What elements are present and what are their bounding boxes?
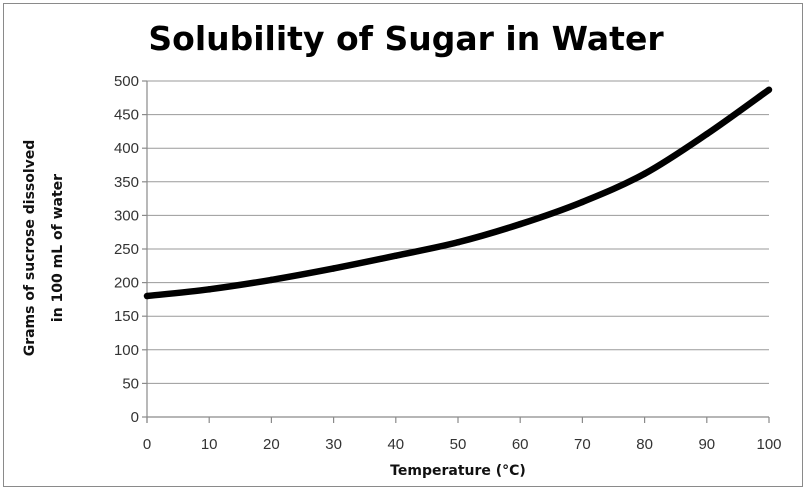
y-tick-label-150: 150 xyxy=(114,308,139,325)
y-tick-label-50: 50 xyxy=(122,375,139,392)
data-point-20 xyxy=(268,276,275,284)
data-point-0 xyxy=(143,292,151,300)
x-tick-label-30: 30 xyxy=(325,436,342,453)
axes xyxy=(142,80,770,423)
y-tick-label-300: 300 xyxy=(114,207,139,224)
x-tick-label-90: 90 xyxy=(698,436,715,453)
y-tick-label-250: 250 xyxy=(114,241,139,258)
series-line-0 xyxy=(146,87,771,300)
x-tick-label-10: 10 xyxy=(201,436,218,453)
y-tick-label-400: 400 xyxy=(114,140,139,157)
y-tick-label-200: 200 xyxy=(114,275,139,292)
data-point-90 xyxy=(703,130,711,138)
series xyxy=(143,86,773,300)
y-axis-label-line-2: in 100 mL of water xyxy=(50,174,66,322)
data-point-10 xyxy=(205,286,213,293)
chart-title: Solubility of Sugar in Water xyxy=(148,19,664,58)
x-tick-label-20: 20 xyxy=(263,436,280,453)
y-tick-label-450: 450 xyxy=(114,107,139,124)
y-tick-labels: 0 50 100 150 200 250 300 350 400 450 500 xyxy=(114,73,139,426)
x-axis-label: Temperature (°C) xyxy=(390,463,526,479)
x-tick-label-100: 100 xyxy=(756,436,781,453)
y-axis-label-line-1: Grams of sucrose dissolved xyxy=(22,140,38,357)
x-tick-label-60: 60 xyxy=(512,436,529,453)
chart-frame xyxy=(3,3,803,487)
x-tick-label-70: 70 xyxy=(574,436,591,453)
x-tick-labels: 0 10 20 30 40 50 60 70 80 90 100 xyxy=(143,436,782,453)
data-point-60 xyxy=(516,220,524,228)
data-point-80 xyxy=(641,170,648,177)
y-tick-label-0: 0 xyxy=(131,409,139,426)
gridlines xyxy=(147,80,769,384)
x-tick-label-50: 50 xyxy=(450,436,467,453)
x-tick-label-0: 0 xyxy=(143,436,151,453)
data-point-70 xyxy=(579,198,586,206)
y-tick-label-100: 100 xyxy=(114,342,139,359)
data-point-50 xyxy=(454,239,462,246)
data-point-30 xyxy=(330,265,337,272)
data-point-100 xyxy=(765,86,773,93)
y-tick-label-500: 500 xyxy=(114,73,139,90)
x-tick-label-40: 40 xyxy=(387,436,404,453)
x-tick-label-80: 80 xyxy=(636,436,653,453)
y-tick-label-350: 350 xyxy=(114,174,139,191)
data-point-40 xyxy=(392,252,400,259)
y-axis-label: Grams of sucrose dissolved in 100 mL of … xyxy=(22,140,66,357)
